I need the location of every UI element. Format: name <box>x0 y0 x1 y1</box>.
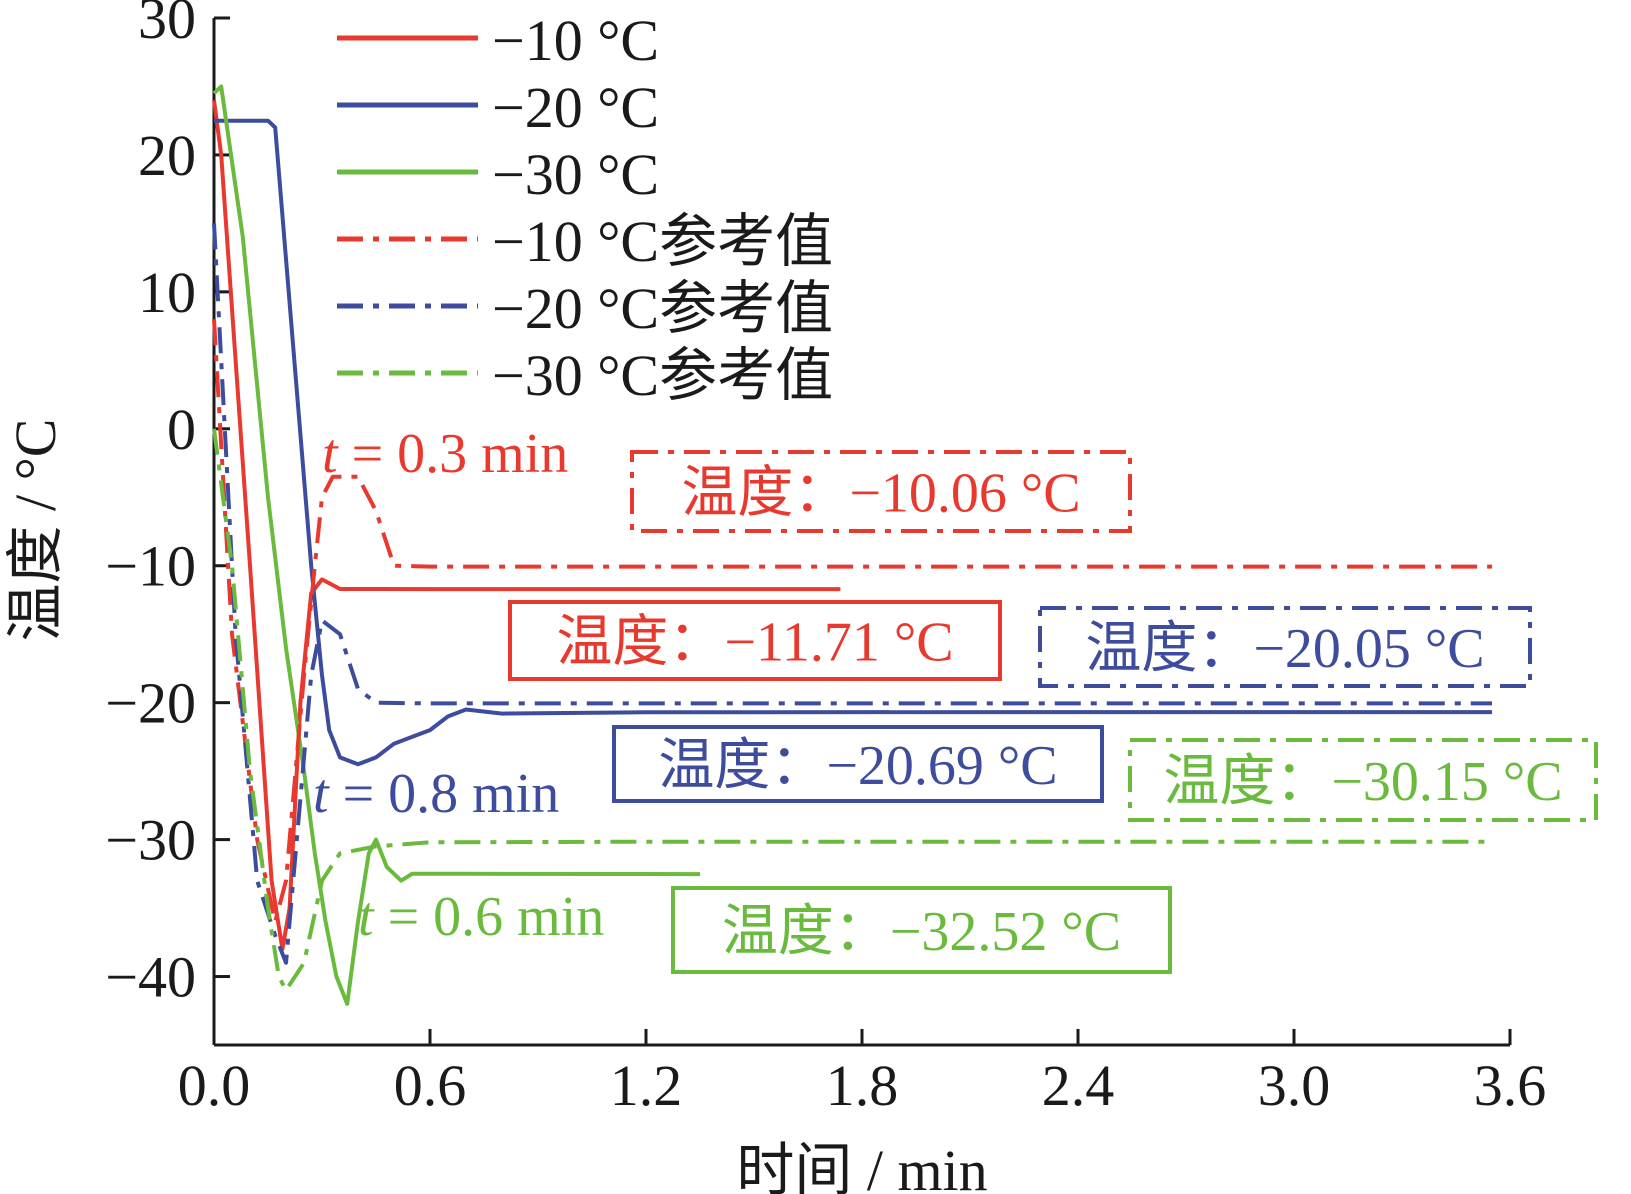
y-tick-label: −30 <box>105 808 196 873</box>
y-tick-label: 0 <box>167 397 196 462</box>
series-group <box>212 84 1492 1006</box>
x-tick-label: 2.4 <box>1042 1053 1115 1118</box>
legend-label-2: −20 °C <box>492 75 659 140</box>
value-callout-box <box>630 450 1132 533</box>
legend-label-6: −30 °C参考值 <box>492 343 833 408</box>
x-tick-label: 1.2 <box>610 1053 683 1118</box>
y-tick-label: 20 <box>138 123 196 188</box>
time-value: = 0.6 min <box>374 886 605 948</box>
axes: 0.0 0.6 1.2 1.8 2.4 3.0 3.6 30 20 10 0 −10 −20 −30 −40… <box>3 0 1546 1194</box>
time-annotation: t = 0.6 min <box>358 886 604 948</box>
y-tick-label: −20 <box>105 671 196 736</box>
time-annotation: t = 0.8 min <box>313 763 559 825</box>
value-callout-box <box>671 886 1172 974</box>
value-callout-text: 温度：−32.52 °C <box>722 901 1121 963</box>
legend: −10 °C−20 °C−30 °C−10 °C参考值−20 °C参考值−30 … <box>337 8 833 408</box>
y-tick-label: −40 <box>105 945 196 1010</box>
x-tick-label: 3.6 <box>1474 1053 1547 1118</box>
x-tick-label: 0.6 <box>394 1053 467 1118</box>
y-axis-label: 温度 / °C <box>3 419 68 642</box>
value-callout-text: 温度：−10.06 °C <box>681 463 1080 525</box>
value-callout-box <box>1038 606 1532 688</box>
y-tick-label: −10 <box>105 534 196 599</box>
value-callout-text: 温度：−20.69 °C <box>658 735 1057 797</box>
x-tick-label: 1.8 <box>826 1053 899 1118</box>
legend-label-4: −10 °C参考值 <box>492 209 833 274</box>
value-callout-box <box>1128 738 1598 822</box>
value-callout-text: 温度：−30.15 °C <box>1163 751 1562 813</box>
value-callout-box <box>508 600 1002 681</box>
time-symbol: t <box>313 763 330 825</box>
series-line-1 <box>212 99 841 952</box>
x-tick-label: 3.0 <box>1258 1053 1331 1118</box>
time-symbol: t <box>322 423 339 485</box>
y-tick-label: 10 <box>138 260 196 325</box>
series-line-3 <box>212 84 701 1006</box>
value-callout-box <box>612 725 1104 803</box>
series-line-2 <box>214 118 1492 767</box>
legend-label-1: −10 °C <box>492 8 659 73</box>
legend-label-3: −30 °C <box>492 142 659 207</box>
time-symbol: t <box>358 886 375 948</box>
y-tick-label: 30 <box>138 0 196 51</box>
series-line-4 <box>212 319 1492 924</box>
value-callout-text: 温度：−20.05 °C <box>1085 618 1484 680</box>
time-value: = 0.3 min <box>338 423 569 485</box>
legend-label-5: −20 °C参考值 <box>492 276 833 341</box>
time-annotation: t = 0.3 min <box>322 423 568 485</box>
value-callout-text: 温度：−11.71 °C <box>556 612 953 674</box>
series-line-5 <box>212 223 1492 965</box>
x-axis-label: 时间 / min <box>736 1138 987 1194</box>
time-value: = 0.8 min <box>329 763 560 825</box>
x-tick-label: 0.0 <box>178 1053 251 1118</box>
